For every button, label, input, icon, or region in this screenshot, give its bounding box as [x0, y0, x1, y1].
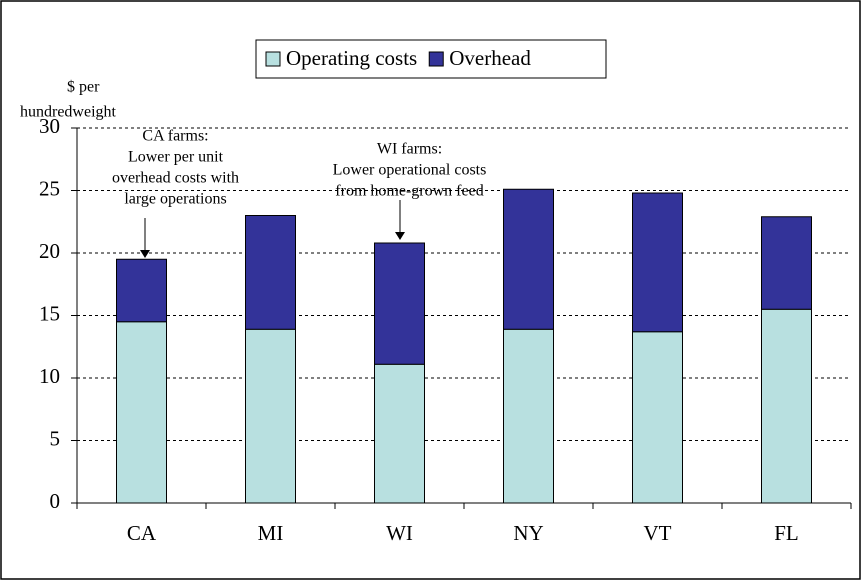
bar-segment — [632, 192, 683, 333]
annotation: from home-grown feed — [335, 183, 483, 200]
y-tick-label: 0 — [50, 489, 61, 513]
annotation: overhead costs with — [112, 170, 239, 187]
annotation: Lower per unit — [128, 149, 224, 166]
bar-segment — [116, 321, 167, 504]
y-tick-label: 25 — [39, 176, 60, 200]
bar-segment — [761, 308, 812, 504]
legend-swatch — [428, 51, 444, 67]
y-axis-label: $ per — [67, 79, 100, 96]
y-tick-label: 10 — [39, 364, 60, 388]
bar-segment — [245, 328, 296, 504]
bar-segment — [632, 331, 683, 504]
x-tick-label: VT — [644, 521, 672, 545]
bar-segment — [116, 258, 167, 323]
legend-label: Operating costs — [286, 46, 417, 70]
arrow-head — [140, 250, 150, 258]
x-tick-label: NY — [513, 521, 543, 545]
bar-segment — [503, 328, 554, 504]
annotation: WI farms: — [377, 141, 442, 158]
legend-swatch — [265, 51, 281, 67]
bar-segment — [761, 216, 812, 310]
legend-label: Overhead — [449, 46, 531, 70]
annotation: large operations — [124, 191, 226, 208]
bar-segment — [374, 242, 425, 365]
arrow-head — [395, 232, 405, 240]
x-tick-label: MI — [258, 521, 284, 545]
x-tick-label: CA — [127, 521, 157, 545]
x-tick-label: WI — [386, 521, 413, 545]
bar-segment — [245, 215, 296, 330]
y-tick-label: 5 — [50, 426, 61, 450]
y-tick-label: 20 — [39, 239, 60, 263]
y-tick-label: 15 — [39, 301, 60, 325]
bar-segment — [503, 188, 554, 330]
bar-segment — [374, 363, 425, 504]
x-tick-label: FL — [774, 521, 799, 545]
y-tick-label: 30 — [39, 114, 60, 138]
y-axis-label: hundredweight — [20, 104, 117, 121]
annotation: Lower operational costs — [333, 162, 487, 179]
annotation: CA farms: — [142, 128, 208, 145]
